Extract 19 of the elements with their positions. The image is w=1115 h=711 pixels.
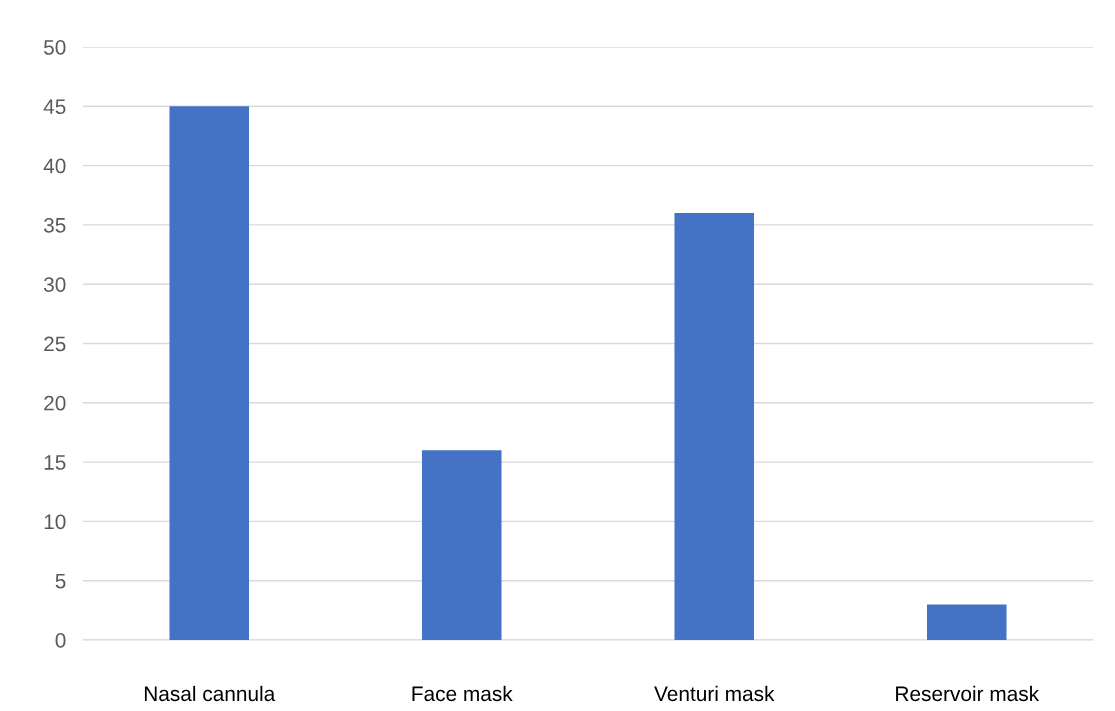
y-tick-label: 40: [43, 158, 66, 174]
x-tick-label: Reservoir mask: [896, 685, 1040, 702]
y-tick-label: 0: [55, 633, 66, 648]
x-tick-label: Nasal cannula: [144, 685, 276, 702]
bar: [674, 213, 755, 640]
bar: [421, 450, 502, 640]
y-tick-label: 20: [44, 395, 66, 411]
y-tick-label: 25: [44, 336, 66, 352]
x-tick-label: Venturi mask: [654, 685, 775, 702]
bar: [926, 604, 1007, 640]
y-tick-label: 5: [55, 573, 66, 589]
y-tick-label: 35: [43, 217, 66, 233]
bar: [169, 106, 250, 640]
y-tick-label: 15: [44, 455, 66, 470]
y-tick-label: 10: [44, 514, 66, 530]
y-tick-label: 45: [43, 99, 66, 115]
y-tick-label: 30: [43, 277, 66, 292]
x-tick-label: Face mask: [412, 685, 513, 702]
y-tick-label: 50: [44, 40, 66, 55]
